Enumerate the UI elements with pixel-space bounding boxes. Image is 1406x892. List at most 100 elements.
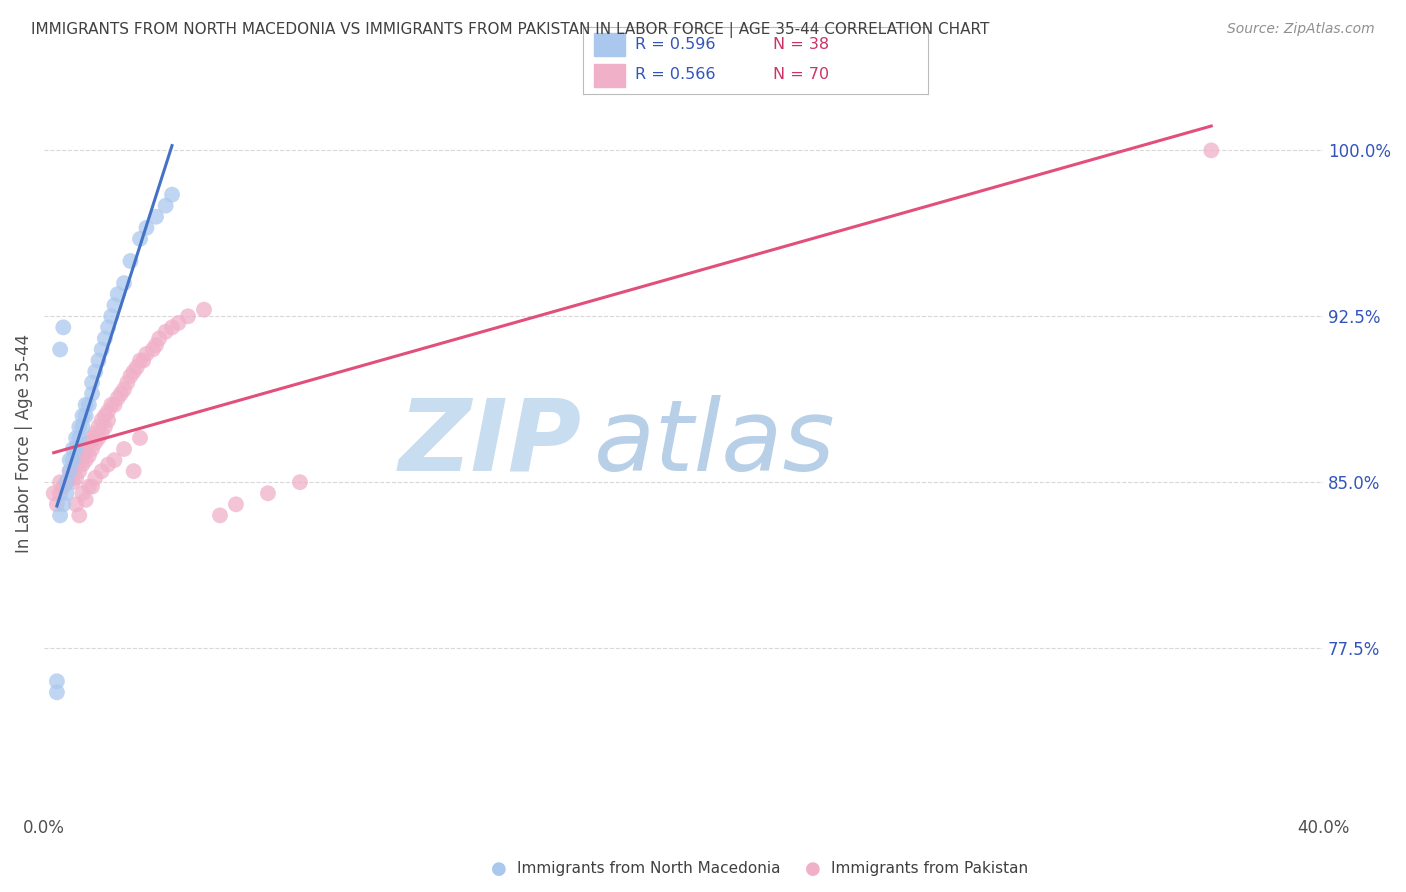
Point <box>72 409 94 423</box>
Point <box>84 365 107 379</box>
Point <box>62 475 84 490</box>
Bar <box>593 64 624 87</box>
Point <box>59 453 82 467</box>
Point <box>55 475 77 490</box>
Point <box>100 310 122 324</box>
Point <box>94 409 117 423</box>
Point <box>155 325 177 339</box>
Point <box>97 458 120 472</box>
Point <box>67 508 90 523</box>
Point <box>90 343 112 357</box>
Point <box>65 497 87 511</box>
Point <box>97 413 120 427</box>
Point <box>90 426 112 441</box>
Text: R = 0.566: R = 0.566 <box>636 68 716 82</box>
Point <box>132 353 155 368</box>
Point <box>72 458 94 472</box>
Point <box>65 442 87 456</box>
Text: IMMIGRANTS FROM NORTH MACEDONIA VS IMMIGRANTS FROM PAKISTAN IN LABOR FORCE | AGE: IMMIGRANTS FROM NORTH MACEDONIA VS IMMIG… <box>31 22 990 38</box>
Point <box>135 220 157 235</box>
Point <box>87 420 110 434</box>
Point <box>67 453 90 467</box>
Point <box>97 404 120 418</box>
Point <box>135 347 157 361</box>
Point <box>62 453 84 467</box>
Point <box>80 376 103 390</box>
Point <box>288 475 311 490</box>
Point <box>129 431 152 445</box>
Point <box>72 420 94 434</box>
Point <box>94 331 117 345</box>
Point <box>112 442 135 456</box>
Point <box>80 442 103 456</box>
Point <box>97 320 120 334</box>
Point <box>52 320 75 334</box>
Text: R = 0.596: R = 0.596 <box>636 37 716 53</box>
Point <box>45 674 67 689</box>
Point <box>1199 144 1222 158</box>
Point <box>110 386 132 401</box>
Point <box>225 497 247 511</box>
Point <box>84 471 107 485</box>
Point <box>87 353 110 368</box>
Point <box>103 453 125 467</box>
Point <box>75 398 97 412</box>
Point <box>155 199 177 213</box>
Text: Immigrants from North Macedonia: Immigrants from North Macedonia <box>517 862 780 876</box>
Point <box>55 475 77 490</box>
Bar <box>593 34 624 56</box>
Point <box>67 420 90 434</box>
Point <box>62 442 84 456</box>
Text: N = 38: N = 38 <box>773 37 830 53</box>
Text: Immigrants from Pakistan: Immigrants from Pakistan <box>831 862 1028 876</box>
Point <box>208 508 231 523</box>
Point <box>80 431 103 445</box>
Point <box>87 431 110 445</box>
Point <box>67 464 90 478</box>
Point <box>52 497 75 511</box>
Point <box>67 431 90 445</box>
Text: Source: ZipAtlas.com: Source: ZipAtlas.com <box>1227 22 1375 37</box>
Point <box>45 685 67 699</box>
Point <box>94 420 117 434</box>
Point <box>84 435 107 450</box>
Point <box>148 331 170 345</box>
Point <box>120 369 142 384</box>
Text: N = 70: N = 70 <box>773 68 830 82</box>
Point <box>59 464 82 478</box>
Point <box>72 449 94 463</box>
Point <box>112 382 135 396</box>
Point <box>129 353 152 368</box>
Point <box>142 343 165 357</box>
Point <box>129 232 152 246</box>
Point <box>80 386 103 401</box>
Point <box>145 210 167 224</box>
Point <box>72 486 94 500</box>
Point <box>193 302 215 317</box>
Point <box>77 435 100 450</box>
Point <box>75 409 97 423</box>
Y-axis label: In Labor Force | Age 35-44: In Labor Force | Age 35-44 <box>15 334 32 553</box>
Point <box>62 464 84 478</box>
Point <box>80 480 103 494</box>
Point <box>49 486 72 500</box>
Point <box>75 492 97 507</box>
Point <box>55 486 77 500</box>
Point <box>103 298 125 312</box>
Point <box>100 398 122 412</box>
Point <box>65 471 87 485</box>
Point <box>45 497 67 511</box>
Text: atlas: atlas <box>595 395 835 492</box>
Point <box>160 187 183 202</box>
Point <box>65 431 87 445</box>
Point <box>117 376 139 390</box>
Point <box>59 471 82 485</box>
Text: ●: ● <box>804 860 821 878</box>
Point <box>49 475 72 490</box>
Point <box>77 398 100 412</box>
Point <box>122 464 145 478</box>
Point <box>112 276 135 290</box>
Point <box>103 398 125 412</box>
Point <box>160 320 183 334</box>
Point <box>84 426 107 441</box>
